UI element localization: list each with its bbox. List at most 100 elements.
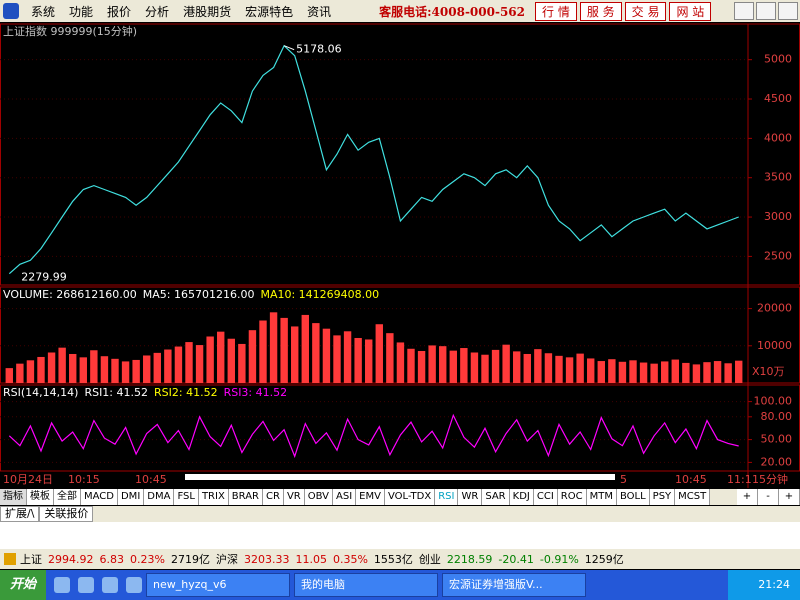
menu-item[interactable]: 资讯 (307, 4, 332, 19)
status-item: 2218.59 (446, 552, 493, 566)
status-item: -20.41 (498, 552, 534, 566)
volume-bar (396, 342, 405, 383)
quick-launch[interactable] (78, 577, 95, 593)
status-item: 0.23% (130, 552, 165, 566)
quick-launch[interactable] (54, 577, 71, 593)
menu-item[interactable]: 功能 (69, 4, 94, 19)
menu-item[interactable]: 分析 (145, 4, 170, 19)
indicator-tab[interactable]: BRAR (228, 489, 263, 505)
volume-bar (639, 362, 648, 383)
volume-bar (164, 349, 172, 383)
restore[interactable] (756, 2, 776, 20)
indicator-tab[interactable]: ASI (333, 489, 357, 505)
start-button[interactable]: 开始 (0, 570, 47, 600)
task-window[interactable]: 我的电脑 (294, 573, 439, 597)
task-window[interactable]: 宏源证券增强版V... (442, 573, 587, 597)
quick-buttons: 行 情服 务交 易网 站 (535, 1, 714, 21)
indicator-tab[interactable]: FSL (174, 489, 199, 505)
window-controls (734, 2, 800, 20)
menu-item[interactable]: 系统 (31, 4, 56, 19)
status-bar: 上证 2994.92 6.83 0.23% 2719亿 沪深 3203.33 11.05 0.3… (0, 549, 800, 569)
tab-control[interactable]: + (737, 489, 758, 505)
quick-button[interactable]: 服 务 (579, 1, 622, 21)
indicator-tab[interactable]: VR (283, 489, 305, 505)
scrollbar (185, 474, 615, 480)
status-item: 0.35% (332, 552, 368, 566)
sub-tab[interactable]: 扩展/\ (0, 506, 40, 522)
indicator-tab[interactable]: 指标 (0, 489, 27, 505)
close[interactable] (778, 2, 798, 20)
x-tick-label: 10:45 (675, 473, 707, 486)
volume-bar (513, 351, 521, 383)
indicator-tab[interactable]: SAR (482, 489, 510, 505)
quick-button[interactable]: 网 站 (669, 1, 712, 21)
quick-launch[interactable] (102, 577, 119, 593)
quick-launch[interactable] (126, 577, 143, 593)
volume-bar (121, 361, 130, 383)
volume-bar (206, 336, 214, 383)
sub-tabs: 扩展/\ 关联报价 (0, 506, 800, 522)
menu-item[interactable]: 报价 (107, 4, 132, 19)
indicator-tab[interactable]: OBV (304, 489, 333, 505)
quick-button[interactable]: 行 情 (535, 1, 577, 21)
indicator-tab[interactable]: TRIX (198, 489, 229, 505)
volume-bar (587, 358, 595, 383)
data-line (8, 44, 739, 275)
high-annotation: 5178.06 (296, 43, 342, 56)
status-item: 6.83 (99, 552, 125, 566)
volume-bar (259, 320, 267, 383)
volume-bar (661, 361, 669, 383)
indicator-tab[interactable]: MACD (81, 489, 118, 505)
status-item: 3203.33 (243, 552, 290, 566)
minimize[interactable] (734, 2, 754, 20)
tab-control[interactable]: - (758, 489, 779, 505)
indicator-tab[interactable]: MCST (675, 489, 711, 505)
y-tick-label: 80.00 (761, 410, 793, 423)
status-item: 2994.92 (48, 552, 94, 566)
volume-bar (555, 355, 563, 383)
low-annotation: 2279.99 (21, 271, 67, 284)
indicator-tab[interactable]: CR (263, 489, 284, 505)
status-item: 2719亿 (170, 553, 210, 566)
indicator-tab[interactable]: WR (458, 489, 483, 505)
y-tick-label: 100.00 (754, 395, 793, 408)
indicator-tab[interactable]: VOL-TDX (384, 489, 436, 505)
indicator-tab[interactable]: KDJ (509, 489, 534, 505)
data-line (8, 413, 739, 459)
indicator-tab[interactable]: ROC (557, 489, 587, 505)
volume-bar (333, 335, 341, 383)
indicator-tab[interactable]: MTM (586, 489, 617, 505)
indicator-tab[interactable]: PSY (649, 489, 676, 505)
annotation-arrow (283, 45, 295, 51)
indicator-tab[interactable]: RSI (435, 489, 459, 505)
indicator-tab[interactable]: 全部 (54, 489, 81, 505)
menu-bar: 系统 功能 报价 分析 港股期货 宏源特色 资讯 客服电话:4008-000-562 行 情… (0, 0, 800, 22)
indicator-tab[interactable]: CCI (533, 489, 558, 505)
volume-bar (100, 356, 109, 383)
volume-bar (185, 342, 193, 383)
clock: 21:24 (728, 570, 800, 600)
indicator-tab[interactable]: BOLL (616, 489, 650, 505)
indicator-tab[interactable]: EMV (356, 489, 385, 505)
indicator-tab[interactable]: DMI (117, 489, 145, 505)
quick-button[interactable]: 交 易 (624, 1, 667, 21)
volume-bar (692, 364, 701, 383)
task-window[interactable]: new_hyzq_v6 (146, 573, 291, 597)
y-tick-label: 3000 (764, 210, 792, 223)
volume-bar (460, 348, 468, 383)
indicator-tab[interactable]: DMA (144, 489, 175, 505)
sub-tab[interactable]: 关联报价 (39, 506, 94, 522)
indicator-tab[interactable]: 模板 (27, 489, 54, 505)
menu-item[interactable]: 港股期货 (183, 4, 232, 19)
y-tick-label: 3500 (764, 171, 792, 184)
volume-bar (280, 317, 288, 383)
y-tick-label: 4000 (764, 131, 792, 144)
legend-item: MA5: 165701216.00 (143, 288, 255, 301)
volume-bar (481, 354, 489, 383)
tab-controls: + - + (737, 489, 800, 505)
volume-bar (227, 338, 235, 383)
volume-bar (16, 363, 24, 383)
menu-item[interactable]: 宏源特色 (245, 4, 294, 19)
tab-control[interactable]: + (779, 489, 800, 505)
